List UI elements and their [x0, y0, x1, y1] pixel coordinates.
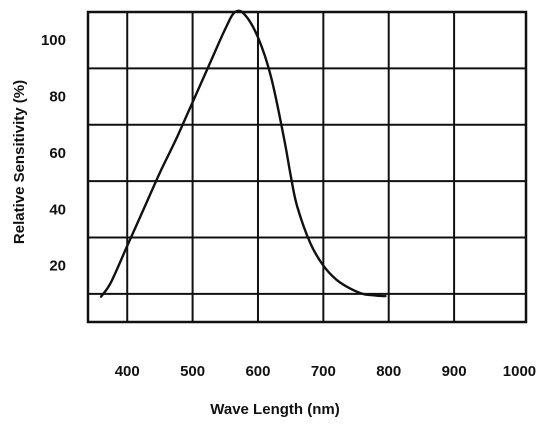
plot-border: [86, 10, 528, 324]
x-tick-label: 800: [376, 363, 401, 380]
plot-frame: [86, 10, 528, 324]
x-tick-label: 500: [180, 363, 205, 380]
y-tick-label: 100: [41, 32, 66, 49]
y-tick-label: 40: [49, 201, 66, 218]
y-tick-label: 80: [49, 89, 66, 106]
x-axis-title: Wave Length (nm): [210, 401, 339, 418]
tick-labels: 400 500 600 700 800 900 1000 20 40 60 80 100: [41, 32, 536, 380]
x-tick-label: 400: [115, 363, 140, 380]
x-tick-label: 600: [245, 363, 270, 380]
y-tick-label: 20: [49, 258, 66, 275]
plot-area: [99, 9, 387, 298]
y-tick-label: 60: [49, 145, 66, 162]
x-tick-label: 900: [442, 363, 467, 380]
x-tick-label: 1000: [503, 363, 536, 380]
grid: [88, 12, 526, 322]
sensitivity-curve: [99, 9, 387, 298]
y-axis-title: Relative Sensitivity (%): [11, 80, 28, 244]
x-tick-label: 700: [311, 363, 336, 380]
